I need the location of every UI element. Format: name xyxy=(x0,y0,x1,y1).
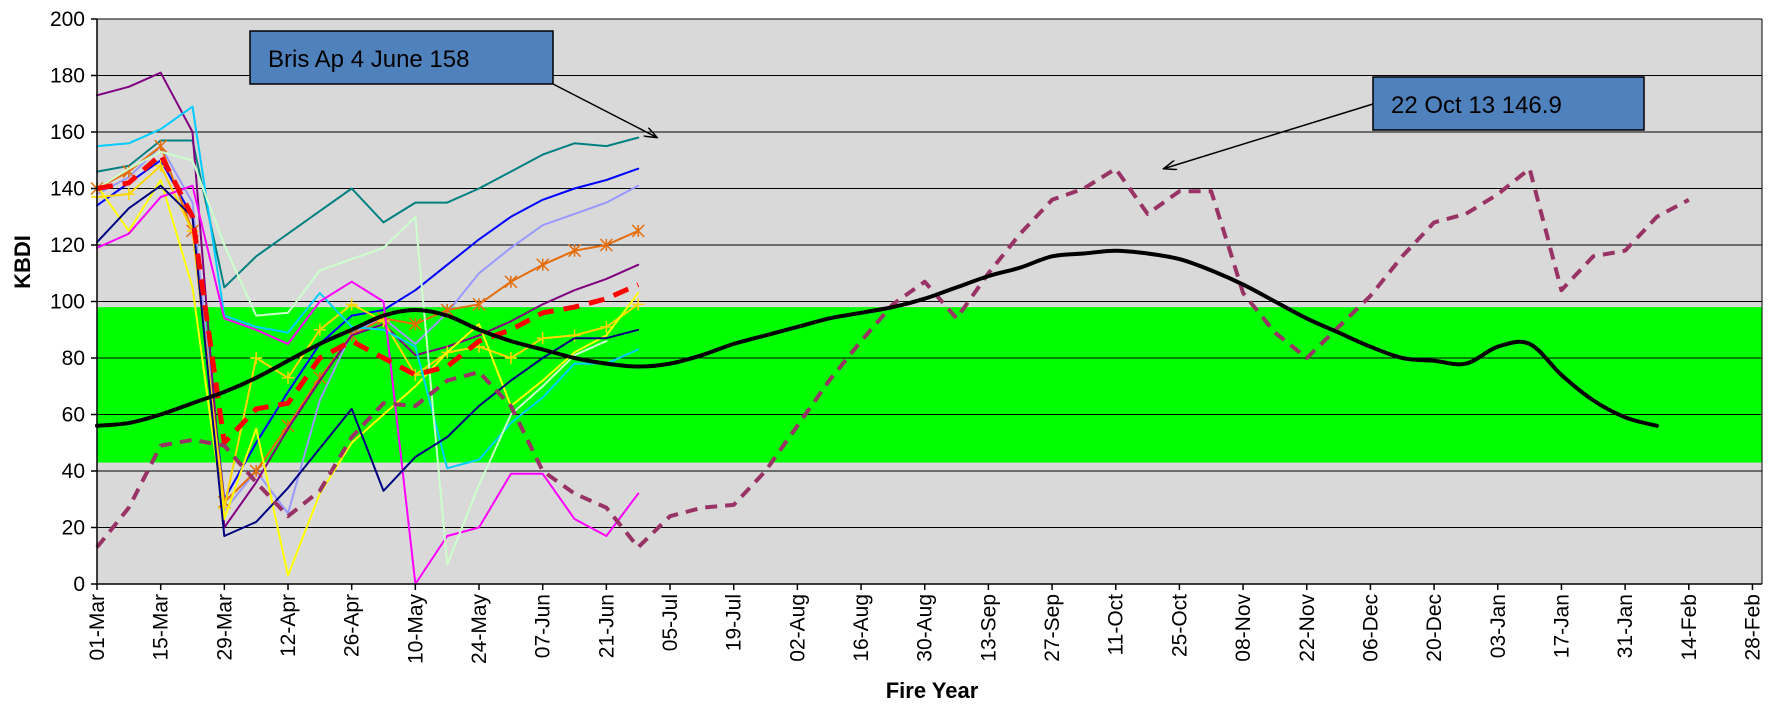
x-tick-label: 12-Apr xyxy=(277,594,300,657)
x-tick-label: 22-Nov xyxy=(1296,594,1319,662)
y-tick-label: 180 xyxy=(50,65,85,88)
series-line xyxy=(96,145,640,515)
point-marker xyxy=(122,188,135,201)
x-tick-label: 08-Nov xyxy=(1232,594,1255,662)
y-axis-title: KBDI xyxy=(10,235,35,289)
series-line xyxy=(95,248,1659,428)
point-marker xyxy=(600,320,613,333)
annotations: Bris Ap 4 June 158 22 Oct 13 146.9 xyxy=(249,30,1645,169)
y-tick-label: 120 xyxy=(50,234,85,257)
callout-arrow xyxy=(552,83,657,138)
x-tick-label: 17-Jan xyxy=(1550,594,1573,658)
point-marker xyxy=(282,371,295,384)
x-tick-label: 07-Jun xyxy=(532,594,555,658)
x-axis-title: Fire Year xyxy=(886,678,979,703)
series-path xyxy=(95,248,1659,428)
series-path xyxy=(96,105,640,470)
y-tick-label: 100 xyxy=(50,291,85,314)
point-marker xyxy=(313,323,326,336)
series-path xyxy=(96,71,640,529)
x-tick-label: 30-Aug xyxy=(914,594,937,662)
point-marker xyxy=(504,352,517,364)
y-tick-labels: 0 20 40 60 80 100 120 140 160 180 200 xyxy=(50,8,97,596)
x-tick-label: 31-Jan xyxy=(1614,594,1637,658)
x-tick-label: 25-Oct xyxy=(1168,594,1191,657)
y-tick-label: 40 xyxy=(62,460,85,483)
point-marker xyxy=(504,275,518,289)
series-line xyxy=(95,166,1690,550)
series-line xyxy=(96,150,608,566)
point-marker xyxy=(568,244,582,258)
point-marker xyxy=(408,317,422,331)
y-tick-label: 20 xyxy=(62,517,85,540)
callout-box xyxy=(249,30,554,85)
series-path xyxy=(96,150,608,566)
x-tick-label: 03-Jan xyxy=(1487,594,1510,658)
band-rect xyxy=(97,307,1762,463)
callout-arrow xyxy=(1163,103,1374,169)
series-line xyxy=(96,71,640,529)
y-tick-label: 160 xyxy=(50,121,85,144)
x-tick-label: 16-Aug xyxy=(850,594,873,662)
x-tick-label: 10-May xyxy=(404,594,427,665)
y-tick-label: 60 xyxy=(62,404,85,427)
series-layer xyxy=(90,71,1690,585)
x-tick-label: 11-Oct xyxy=(1105,594,1128,656)
point-marker xyxy=(536,258,550,272)
point-marker xyxy=(568,329,581,342)
x-tick-label: 01-Mar xyxy=(86,594,109,661)
series-path xyxy=(96,179,640,577)
callout-box xyxy=(1372,76,1645,131)
series-path xyxy=(96,136,640,289)
series-path xyxy=(96,184,640,585)
series-path xyxy=(96,145,640,504)
series-path xyxy=(95,166,1690,550)
series-line xyxy=(96,105,640,470)
point-marker xyxy=(599,238,613,252)
x-tick-labels: 01-Mar 15-Mar 29-Mar 12-Apr 26-Apr 10-May 24-M… xyxy=(86,584,1764,664)
point-marker xyxy=(472,297,486,311)
x-tick-label: 28-Feb xyxy=(1741,594,1764,661)
x-tick-label: 24-May xyxy=(468,594,491,665)
series-line xyxy=(96,152,640,446)
series-line xyxy=(96,136,640,289)
x-tick-label: 14-Feb xyxy=(1678,594,1701,661)
point-marker xyxy=(631,224,645,238)
point-marker xyxy=(536,332,549,345)
x-tick-label: 02-Aug xyxy=(786,594,809,662)
x-tick-label: 05-Jul xyxy=(659,594,682,651)
x-tick-label: 27-Sep xyxy=(1041,594,1064,662)
callout-22-oct: 22 Oct 13 146.9 xyxy=(1163,76,1645,169)
series-path xyxy=(96,152,640,446)
series-line xyxy=(96,179,640,577)
callout-label: Bris Ap 4 June 158 xyxy=(268,46,469,73)
y-tick-label: 0 xyxy=(73,573,85,596)
x-tick-label: 19-Jul xyxy=(723,594,746,651)
x-tick-label: 26-Apr xyxy=(341,594,364,657)
x-tick-label: 21-Jun xyxy=(595,594,618,658)
series-line xyxy=(96,184,640,585)
x-tick-label: 20-Dec xyxy=(1423,594,1446,662)
y-tick-label: 200 xyxy=(50,8,85,31)
point-marker xyxy=(250,352,263,364)
point-marker xyxy=(632,298,645,311)
x-tick-label: 29-Mar xyxy=(213,594,236,661)
x-tick-label: 06-Dec xyxy=(1359,594,1382,662)
y-tick-label: 80 xyxy=(62,347,85,370)
point-marker xyxy=(154,139,168,153)
callout-label: 22 Oct 13 146.9 xyxy=(1391,92,1562,119)
normal-range-band xyxy=(97,307,1762,463)
x-tick-label: 13-Sep xyxy=(977,594,1000,662)
point-marker xyxy=(345,298,358,311)
y-tick-label: 140 xyxy=(50,178,85,201)
series-path xyxy=(96,145,640,515)
callout-bris-ap: Bris Ap 4 June 158 xyxy=(249,30,657,138)
x-tick-label: 15-Mar xyxy=(150,594,173,661)
